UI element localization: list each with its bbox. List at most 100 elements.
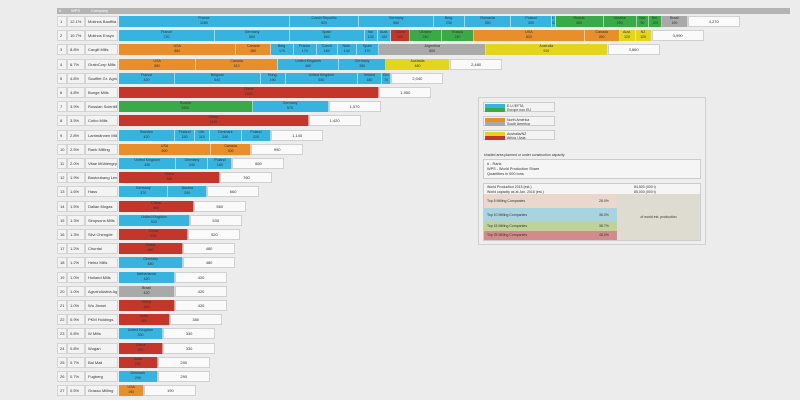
top-row: Top 5 Milling Companies 28.0% [484,194,617,208]
segment-value: 520 [150,234,157,238]
total-value: 850 [232,158,285,169]
bar-segment: Poland 180 [208,158,233,169]
bar-segment: Neth. 140 [337,44,357,56]
segment-value: 480 [147,262,154,267]
total-value: 290 [157,356,210,368]
segment-country: Poland [250,129,262,134]
company-name: Rank Milling [85,143,118,155]
total-value: 420 [175,271,228,283]
legend-label: Europe non EU [507,108,531,112]
segment-value: 220 [252,134,259,139]
segment-value: 160 [323,49,330,54]
bar-segment: France 1280 [119,16,290,27]
segment-country: Spain [362,44,373,49]
world-production-value: 84,500 (000 t) [634,185,656,189]
company-name: Heinz Mills [85,257,118,269]
total-value: 1,570 [328,101,381,113]
stacked-bar: China 1950 [119,87,380,98]
stacked-bar: Germany 370 Austria 290 [119,186,208,198]
segment-country: Russia [179,101,191,106]
segment-country: USA [153,58,161,63]
company-name: Bai Mali [85,356,118,368]
stacked-bar: China 330 [119,342,164,354]
world-capacity-label: World capacity as at Jan. 2016 (est.) [487,189,544,194]
segment-value: 150 [181,134,188,139]
legend-swatch [485,136,505,140]
segment-value: 240 [454,35,461,40]
bar-segment: It. 30 [551,16,556,27]
segment-value: 120 [624,35,631,40]
bar-segment: France 720 [119,30,216,42]
bar-segment: USA 880 [119,44,237,56]
segment-country: China [148,229,158,233]
segment-country: USA [173,44,181,49]
total-value: 420 [175,285,228,297]
rank-cell: 16 [57,229,67,240]
segment-value: 910 [543,49,550,54]
bar-segment: Finland 150 [175,129,196,141]
stacked-bar: Sweden 420 Finland 150 Lith. 110 Denmark 240 Pol… [119,129,272,141]
bar-segment: China 560 [119,200,194,212]
segment-country: Russia [452,30,464,35]
total-value: 480 [183,257,236,269]
company-name: Vitae Mühlengrp. [85,158,118,169]
share-cell: 3.9% [67,101,85,113]
world-production-row: World Production 2015 (est.) 84,500 (000… [484,185,700,190]
company-name: Lantmännen Mills [85,129,118,141]
company-name: Fugberg [85,371,118,382]
company-name: Soufflet Gr. Agricol [85,72,118,84]
segment-country: United Kingdom [295,58,321,63]
segment-country: Germany [143,257,158,262]
bar-segment: Hung. 190 [260,72,286,84]
segment-country: USA [160,143,169,148]
bar-segment: Czech Republic 520 [289,16,360,27]
segment-country: China [145,243,156,248]
segment-country: USA [127,385,135,390]
bar-segment: Sweden 420 [119,129,176,141]
segment-value: 290 [134,376,141,380]
company-name: Wu Jinwei [85,300,118,311]
segment-value: 170 [364,49,371,54]
bar-segment: Ukraine 240 [409,30,443,42]
bar-segment: Cro. 70 [381,72,392,84]
stacked-bar: Germany 480 [119,257,184,269]
segment-country: India [139,314,148,319]
segment-value: 170 [301,49,308,54]
rank-cell: 22 [57,314,67,326]
bar-segment: India 290 [119,356,158,368]
share-cell: 1.0% [67,271,85,283]
legend-label: South America [507,122,530,126]
segment-country: Neth. [342,44,352,49]
share-cell: 0.8% [67,342,85,354]
bar-segment: France 170 [293,44,317,56]
share-cell: 1.0% [67,300,85,311]
segment-value: 100 [652,21,659,25]
segment-country: China [164,172,174,177]
share-cell: 4.8% [67,72,85,84]
bar-segment: United Kingdom 540 [285,72,358,84]
segment-country: Germany [135,186,151,191]
company-name: Simpsons Mills [85,214,118,226]
segment-value: 100 [381,35,388,40]
segment-value: 560 [248,35,255,40]
legend-swatch [485,118,505,122]
segment-value: 180 [366,77,373,82]
total-value: 380 [169,314,222,326]
segment-value: 1000 [181,106,190,111]
segment-country: France [140,72,153,77]
bar-segment: Australia 480 [385,58,451,70]
segment-value: 360 [576,21,583,25]
segment-country: China [208,115,218,120]
segment-value: 420 [143,276,150,281]
rank-cell: 27 [57,385,67,397]
segment-value: 110 [199,134,205,139]
segment-value: 640 [214,77,221,82]
segment-country: United Kingdom [127,328,154,333]
segment-value: 530 [150,219,157,224]
segment-value: 330 [137,347,144,352]
stacked-bar: China 760 [119,172,221,184]
stacked-bar: China 560 [119,200,194,212]
company-name: Cargill Mills [85,44,118,56]
segment-country: Denmark [130,371,146,375]
tops-note: of world est. production [617,194,700,240]
